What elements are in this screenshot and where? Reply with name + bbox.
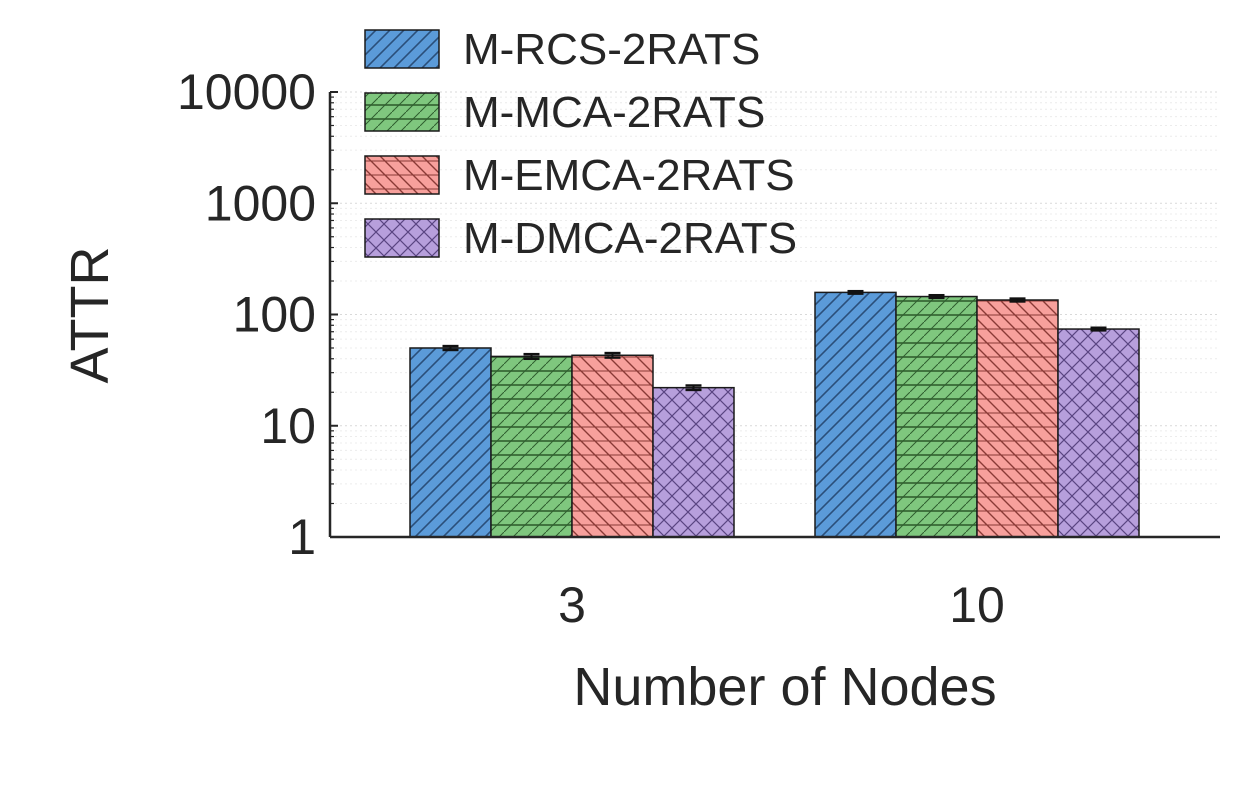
x-ticks: 3 10 bbox=[558, 577, 1005, 633]
y-axis-title: ATTR bbox=[60, 247, 120, 384]
legend-label: M-RCS-2RATS bbox=[463, 25, 760, 74]
bars-layer bbox=[409, 289, 1140, 538]
legend-item: M-DMCA-2RATS bbox=[364, 214, 797, 263]
y-tick-label: 1 bbox=[288, 509, 316, 565]
x-tick-label: 10 bbox=[949, 577, 1005, 633]
legend-item: M-MCA-2RATS bbox=[364, 88, 765, 137]
y-ticks: 1 10 100 1000 10000 bbox=[177, 64, 338, 565]
bar bbox=[895, 295, 978, 538]
legend-item: M-RCS-2RATS bbox=[364, 25, 760, 74]
bar bbox=[652, 386, 735, 538]
legend-swatch bbox=[364, 155, 440, 195]
bar bbox=[409, 347, 492, 538]
axes: 1 10 100 1000 10000 3 10 bbox=[177, 64, 1220, 633]
bar bbox=[814, 291, 897, 538]
x-tick-label: 3 bbox=[558, 577, 586, 633]
legend-swatch bbox=[364, 218, 440, 258]
bar bbox=[1057, 328, 1140, 538]
legend-label: M-MCA-2RATS bbox=[463, 88, 765, 137]
legend-swatch bbox=[364, 92, 440, 132]
y-tick-label: 10000 bbox=[177, 64, 316, 120]
y-tick-label: 100 bbox=[233, 287, 316, 343]
legend-swatch bbox=[364, 29, 440, 69]
legend-label: M-DMCA-2RATS bbox=[463, 214, 797, 263]
bar bbox=[490, 355, 573, 538]
x-axis-title: Number of Nodes bbox=[573, 657, 996, 717]
y-tick-label: 10 bbox=[260, 398, 316, 454]
y-tick-label: 1000 bbox=[205, 175, 316, 231]
legend: M-RCS-2RATS M-MCA-2RATS M-EMCA-2RATS M-DMCA… bbox=[364, 25, 797, 263]
bar bbox=[571, 354, 654, 538]
legend-item: M-EMCA-2RATS bbox=[364, 151, 795, 200]
legend-label: M-EMCA-2RATS bbox=[463, 151, 795, 200]
bar bbox=[976, 299, 1059, 538]
